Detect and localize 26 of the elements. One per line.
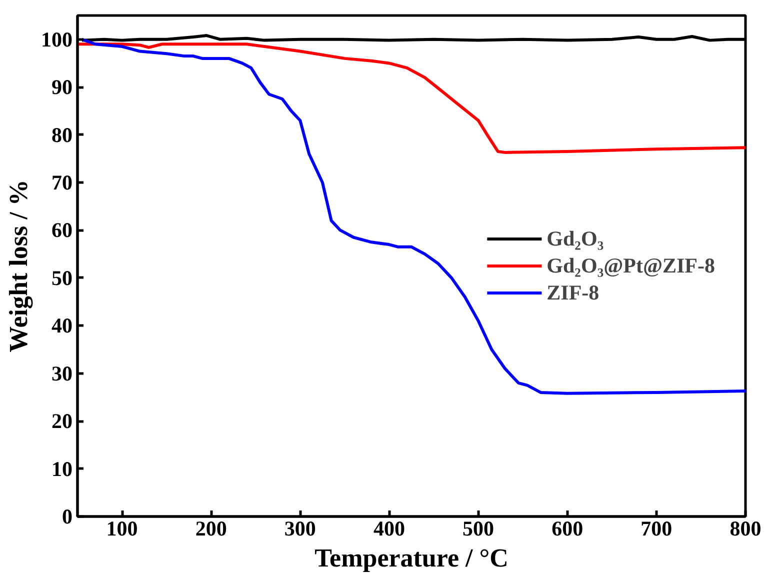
- y-tick-label: 10: [52, 456, 72, 481]
- x-tick-label: 300: [284, 516, 316, 540]
- x-tick-label: 200: [195, 516, 227, 540]
- y-tick-label: 50: [52, 266, 72, 290]
- x-tick-label: 500: [462, 516, 494, 540]
- y-tick-label: 60: [52, 218, 72, 242]
- x-tick-label: 400: [373, 516, 405, 540]
- x-tick-label: 600: [552, 516, 584, 540]
- y-axis-title: Weight loss / %: [4, 180, 33, 352]
- line-series: [78, 42, 746, 154]
- y-tick-label: 20: [52, 409, 72, 434]
- x-tick-label: 100: [106, 516, 138, 540]
- line-series: [80, 38, 746, 395]
- y-tick-label: 40: [52, 314, 72, 338]
- y-tick-label: 0: [62, 504, 72, 528]
- y-tick-label: 90: [52, 75, 72, 100]
- y-tick-label: 100: [41, 27, 72, 52]
- x-tick-label: 700: [640, 516, 672, 540]
- legend-label: Gd₂O₃: [546, 226, 604, 251]
- legend-label: ZIF-8: [546, 280, 600, 305]
- y-tick-label: 70: [52, 170, 72, 194]
- y-tick-label: 80: [52, 122, 72, 147]
- legend-label: Gd₂O₃@Pt@ZIF-8: [546, 253, 715, 278]
- y-tick-label: 30: [52, 361, 72, 386]
- x-axis-title: Temperature / °C: [314, 544, 508, 572]
- x-tick-label: 800: [730, 516, 762, 540]
